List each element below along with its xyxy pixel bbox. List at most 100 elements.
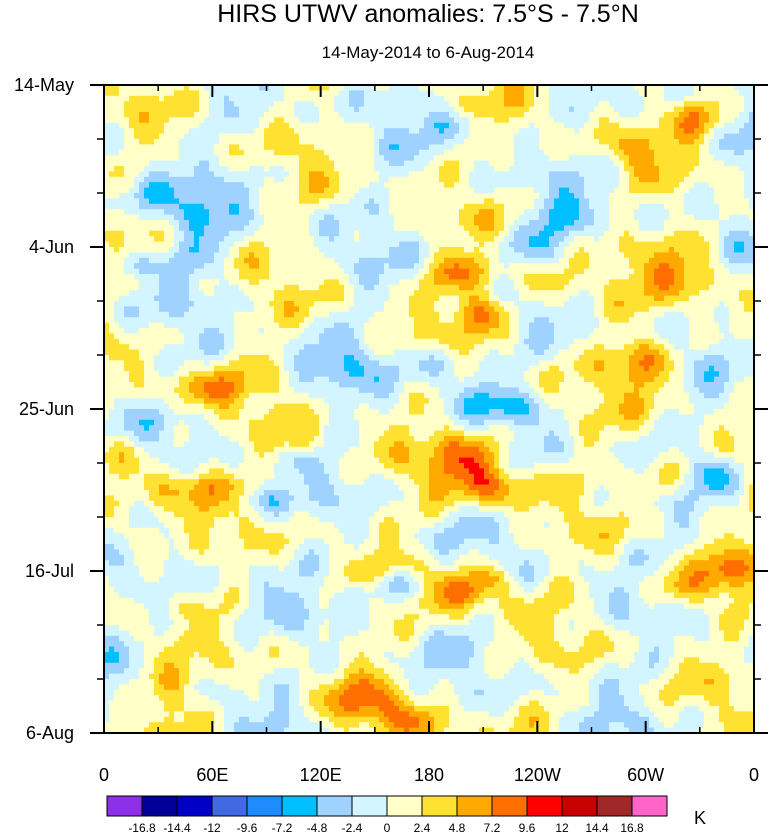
field-cell bbox=[739, 284, 745, 291]
field-cell bbox=[444, 149, 450, 156]
field-cell bbox=[399, 182, 405, 189]
field-cell bbox=[259, 290, 265, 297]
field-cell bbox=[119, 274, 125, 280]
field-cell bbox=[574, 128, 580, 135]
field-cell bbox=[139, 144, 145, 151]
field-cell bbox=[244, 95, 250, 102]
field-cell bbox=[519, 144, 525, 151]
field-cell bbox=[699, 193, 705, 199]
field-cell bbox=[484, 176, 490, 183]
field-cell bbox=[229, 139, 235, 145]
field-cell bbox=[704, 160, 710, 167]
field-cell bbox=[369, 101, 375, 108]
field-cell bbox=[299, 139, 305, 145]
field-cell bbox=[614, 182, 620, 189]
field-cell bbox=[294, 236, 300, 243]
field-cell bbox=[349, 241, 355, 248]
field-cell bbox=[264, 284, 270, 291]
field-cell bbox=[619, 241, 625, 248]
field-cell bbox=[549, 236, 555, 243]
field-cell bbox=[544, 133, 550, 140]
field-cell bbox=[549, 176, 555, 183]
field-cell bbox=[149, 155, 155, 162]
field-cell bbox=[239, 182, 245, 189]
field-cell bbox=[299, 155, 305, 162]
field-cell bbox=[109, 214, 115, 221]
field-cell bbox=[724, 90, 730, 97]
field-cell bbox=[569, 198, 575, 205]
field-cell bbox=[159, 166, 165, 172]
field-cell bbox=[439, 85, 445, 91]
field-cell bbox=[214, 290, 220, 297]
field-cell bbox=[339, 263, 345, 270]
field-cell bbox=[134, 263, 140, 270]
field-cell bbox=[364, 198, 370, 205]
field-cell bbox=[679, 193, 685, 199]
field-cell bbox=[579, 149, 585, 156]
field-cell bbox=[479, 203, 485, 210]
field-cell bbox=[239, 144, 245, 151]
field-cell bbox=[124, 220, 130, 226]
field-cell bbox=[629, 263, 635, 270]
field-cell bbox=[234, 166, 240, 172]
field-cell bbox=[224, 112, 230, 118]
field-cell bbox=[199, 122, 205, 129]
field-cell bbox=[194, 95, 200, 102]
field-cell bbox=[699, 257, 705, 264]
field-cell bbox=[214, 247, 220, 253]
field-cell bbox=[499, 247, 505, 253]
field-cell bbox=[644, 117, 650, 124]
field-cell bbox=[104, 220, 110, 226]
field-cell bbox=[589, 214, 595, 221]
field-cell bbox=[374, 117, 380, 124]
field-cell bbox=[619, 198, 625, 205]
field-cell bbox=[409, 155, 415, 162]
field-cell bbox=[159, 198, 165, 205]
field-cell bbox=[704, 176, 710, 183]
field-cell bbox=[359, 214, 365, 221]
field-cell bbox=[334, 198, 340, 205]
field-cell bbox=[219, 241, 225, 248]
field-cell bbox=[709, 117, 715, 124]
field-cell bbox=[449, 149, 455, 156]
field-cell bbox=[689, 117, 695, 124]
field-cell bbox=[609, 193, 615, 199]
field-cell bbox=[224, 101, 230, 108]
field-cell bbox=[339, 139, 345, 145]
field-cell bbox=[684, 101, 690, 108]
field-cell bbox=[299, 257, 305, 264]
field-cell bbox=[359, 274, 365, 280]
field-cell bbox=[269, 176, 275, 183]
field-cell bbox=[689, 101, 695, 108]
field-cell bbox=[689, 182, 695, 189]
field-cell bbox=[229, 90, 235, 97]
field-cell bbox=[519, 279, 525, 286]
field-cell bbox=[649, 155, 655, 162]
field-cell bbox=[629, 187, 635, 194]
field-cell bbox=[589, 187, 595, 194]
field-cell bbox=[634, 247, 640, 253]
field-cell bbox=[409, 268, 415, 275]
field-cell bbox=[389, 193, 395, 199]
field-cell bbox=[319, 117, 325, 124]
field-cell bbox=[749, 95, 754, 102]
field-cell bbox=[224, 149, 230, 156]
field-cell bbox=[299, 263, 305, 270]
field-cell bbox=[549, 274, 555, 280]
field-cell bbox=[444, 279, 450, 286]
field-cell bbox=[724, 230, 730, 237]
field-cell bbox=[444, 101, 450, 108]
field-cell bbox=[424, 230, 430, 237]
field-cell bbox=[614, 101, 620, 108]
field-cell bbox=[254, 128, 260, 135]
field-cell bbox=[569, 155, 575, 162]
field-cell bbox=[254, 198, 260, 205]
field-cell bbox=[529, 95, 535, 102]
field-cell bbox=[519, 95, 525, 102]
field-cell bbox=[669, 160, 675, 167]
field-cell bbox=[699, 90, 705, 97]
field-cell bbox=[224, 268, 230, 275]
field-cell bbox=[269, 241, 275, 248]
field-cell bbox=[149, 149, 155, 156]
field-cell bbox=[139, 230, 145, 237]
